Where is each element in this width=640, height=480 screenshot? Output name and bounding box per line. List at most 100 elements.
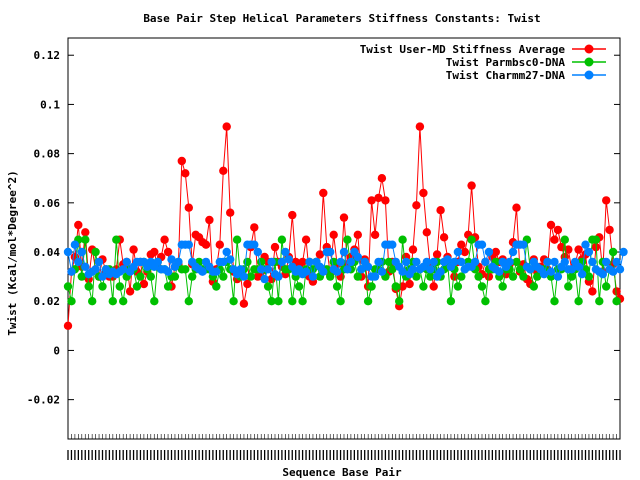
data-point <box>184 297 193 306</box>
data-point <box>608 247 618 257</box>
data-point <box>453 247 463 257</box>
data-point <box>481 297 490 306</box>
data-point <box>515 265 525 274</box>
data-point <box>436 206 445 215</box>
data-point <box>602 196 611 205</box>
data-point <box>577 270 587 279</box>
data-point <box>388 240 397 249</box>
data-point <box>384 257 394 267</box>
data-point <box>226 208 235 217</box>
data-point <box>560 257 569 267</box>
data-point <box>401 257 411 267</box>
data-point <box>388 265 397 274</box>
data-point <box>274 297 283 306</box>
data-point <box>457 240 466 249</box>
data-point <box>405 279 414 289</box>
data-point <box>319 267 328 276</box>
data-point <box>357 265 366 274</box>
y-tick-label: -0.02 <box>27 394 60 407</box>
data-point <box>467 235 476 244</box>
data-point <box>412 201 421 210</box>
data-point <box>381 196 390 205</box>
data-point <box>263 265 273 274</box>
data-point <box>229 297 238 306</box>
data-point <box>419 282 428 291</box>
data-point <box>343 265 352 274</box>
data-point <box>298 257 307 267</box>
data-point <box>377 267 387 276</box>
data-point <box>219 272 228 281</box>
data-point <box>212 267 221 276</box>
data-point <box>546 220 556 230</box>
data-point <box>595 297 604 306</box>
data-point <box>470 257 480 267</box>
data-point <box>319 188 328 198</box>
data-point <box>301 235 311 244</box>
data-point <box>139 279 149 289</box>
x-axis-label: Sequence Base Pair <box>282 466 402 479</box>
data-point <box>277 257 287 267</box>
y-tick-label: 0.02 <box>34 295 61 308</box>
data-point <box>457 257 466 267</box>
data-point <box>198 267 207 276</box>
legend-label: Twist User-MD Stiffness Average <box>360 43 566 56</box>
data-point <box>612 297 621 306</box>
data-point <box>332 267 342 276</box>
data-point <box>443 255 452 264</box>
data-point <box>215 240 224 249</box>
y-axis-label: Twist (Kcal/mol*Degree^2) <box>6 170 19 336</box>
data-point <box>412 257 421 267</box>
data-point <box>326 247 335 257</box>
data-point <box>484 247 494 257</box>
data-point <box>539 270 549 279</box>
data-point <box>298 297 307 306</box>
data-point <box>74 220 83 230</box>
data-point <box>108 297 118 306</box>
data-point <box>315 250 325 259</box>
data-point <box>125 287 135 296</box>
data-point <box>560 235 569 244</box>
data-point <box>581 240 590 249</box>
data-point <box>163 267 173 276</box>
y-tick-label: 0.04 <box>34 246 61 259</box>
data-point <box>612 257 621 267</box>
data-point <box>512 203 521 212</box>
data-point <box>222 122 231 131</box>
data-point <box>343 235 352 244</box>
data-point <box>584 247 594 257</box>
data-point <box>257 265 266 274</box>
data-point <box>481 257 490 267</box>
data-point <box>615 265 625 274</box>
data-point <box>181 169 190 178</box>
data-point <box>353 272 362 281</box>
data-point <box>336 297 345 306</box>
y-tick-label: 0.08 <box>34 148 61 161</box>
data-point <box>288 297 297 306</box>
data-point <box>395 297 404 306</box>
data-point <box>370 230 380 239</box>
data-point <box>250 223 259 232</box>
series-line <box>67 126 621 326</box>
legend-label: Twist Charmm27-DNA <box>446 69 566 82</box>
data-point <box>374 257 383 267</box>
data-point <box>246 272 255 281</box>
data-point <box>429 257 438 267</box>
data-point <box>550 235 559 244</box>
data-point <box>564 282 573 291</box>
data-point <box>112 235 121 244</box>
data-point <box>519 240 528 249</box>
data-point <box>81 262 90 271</box>
data-point <box>81 228 90 237</box>
data-point <box>419 188 428 198</box>
data-point <box>301 267 311 276</box>
data-point <box>63 247 73 257</box>
data-point <box>188 272 197 281</box>
data-point <box>329 230 338 239</box>
data-point <box>239 272 249 281</box>
data-point <box>574 245 583 254</box>
data-point <box>205 215 214 225</box>
data-point <box>184 203 193 212</box>
legend-marker <box>584 57 594 67</box>
data-point <box>498 282 507 291</box>
data-point <box>491 247 500 257</box>
